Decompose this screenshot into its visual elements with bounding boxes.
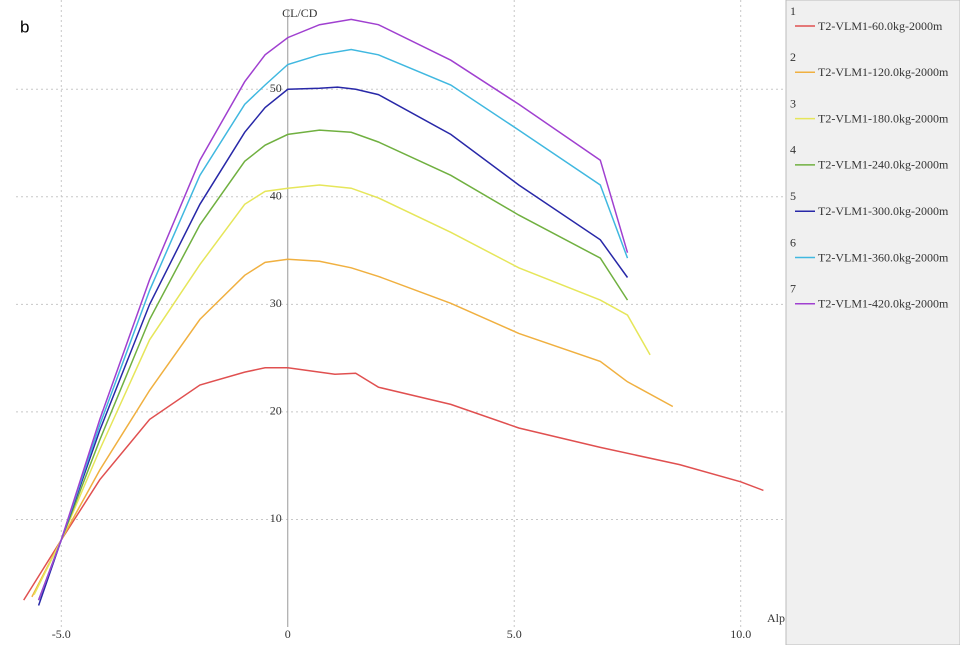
legend-number: 5 (790, 189, 796, 203)
y-tick-label: 50 (270, 81, 282, 95)
legend-number: 3 (790, 96, 796, 110)
legend-number: 4 (790, 143, 796, 157)
y-tick-label: 40 (270, 189, 282, 203)
series-line (37, 18, 629, 601)
x-axis-title: Alp (767, 611, 785, 625)
x-tick-label: 5.0 (507, 627, 522, 641)
x-tick-label: -5.0 (52, 627, 71, 641)
series-line (37, 129, 629, 601)
plot-background (0, 0, 786, 645)
y-axis-title: CL/CD (282, 6, 318, 20)
series-line (33, 184, 651, 596)
legend-label: T2-VLM1-300.0kg-2000m (818, 204, 949, 218)
legend-label: T2-VLM1-360.0kg-2000m (818, 250, 949, 264)
y-tick-label: 10 (270, 511, 282, 525)
x-tick-label: 0 (285, 627, 291, 641)
legend-number: 6 (790, 235, 796, 249)
legend-number: 7 (790, 282, 796, 296)
series-line (23, 367, 764, 601)
legend-number: 2 (790, 50, 796, 64)
legend-panel (785, 0, 960, 645)
y-tick-label: 20 (270, 404, 282, 418)
legend-label: T2-VLM1-180.0kg-2000m (818, 111, 949, 125)
y-tick-label: 30 (270, 296, 282, 310)
series-line (37, 48, 629, 601)
legend-label: T2-VLM1-420.0kg-2000m (818, 297, 949, 311)
legend-label: T2-VLM1-240.0kg-2000m (818, 158, 949, 172)
series-line (31, 258, 674, 598)
series-line (37, 86, 629, 606)
legend-label: T2-VLM1-120.0kg-2000m (818, 65, 949, 79)
legend-number: 1 (790, 4, 796, 18)
panel-label: b (20, 17, 29, 36)
legend-label: T2-VLM1-60.0kg-2000m (818, 19, 943, 33)
x-tick-label: 10.0 (730, 627, 751, 641)
